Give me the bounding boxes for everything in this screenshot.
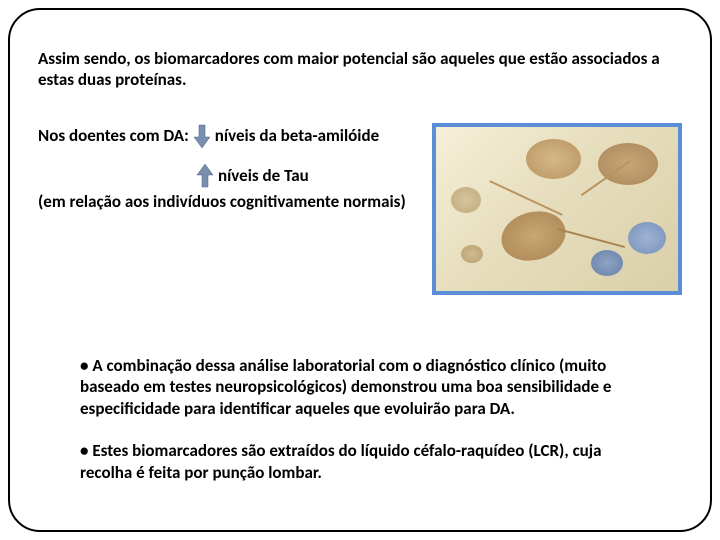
neuron-blob bbox=[628, 222, 666, 254]
intro-text: Assim sendo, os biomarcadores com maior … bbox=[38, 48, 682, 91]
left-column: Nos doentes com DA: níveis da beta-amiló… bbox=[38, 123, 422, 295]
mid-section: Nos doentes com DA: níveis da beta-amiló… bbox=[38, 123, 682, 295]
neuron-blob bbox=[591, 250, 623, 276]
neuron-image bbox=[432, 123, 682, 295]
tau-label: níveis de Tau bbox=[218, 165, 309, 186]
neuron-blob bbox=[526, 139, 581, 179]
neuron-connection bbox=[557, 227, 625, 247]
arrow-down-icon bbox=[193, 123, 211, 149]
da-label: Nos doentes com DA: bbox=[38, 125, 189, 146]
bullet-dot: • bbox=[80, 440, 92, 461]
bullet-list: • A combinação dessa análise laboratoria… bbox=[38, 355, 682, 484]
arrow-up-icon bbox=[196, 163, 214, 189]
neuron-connection bbox=[489, 180, 562, 216]
relation-text: (em relação aos indivíduos cognitivament… bbox=[38, 191, 422, 212]
neuron-blob bbox=[461, 245, 483, 263]
bullet-dot: • bbox=[80, 355, 92, 376]
bullet-text-2: Estes biomarcadores são extraídos do líq… bbox=[80, 440, 602, 483]
bullet-item-1: • A combinação dessa análise laboratoria… bbox=[80, 355, 640, 420]
slide-frame: Assim sendo, os biomarcadores com maior … bbox=[8, 8, 712, 532]
line-da: Nos doentes com DA: níveis da beta-amiló… bbox=[38, 123, 422, 149]
neuron-blob bbox=[451, 187, 481, 213]
bullet-text-1: A combinação dessa análise laboratorial … bbox=[80, 355, 611, 420]
beta-label: níveis da beta-amilóide bbox=[215, 125, 379, 146]
line-tau: níveis de Tau bbox=[38, 163, 422, 189]
bullet-item-2: • Estes biomarcadores são extraídos do l… bbox=[80, 440, 640, 484]
